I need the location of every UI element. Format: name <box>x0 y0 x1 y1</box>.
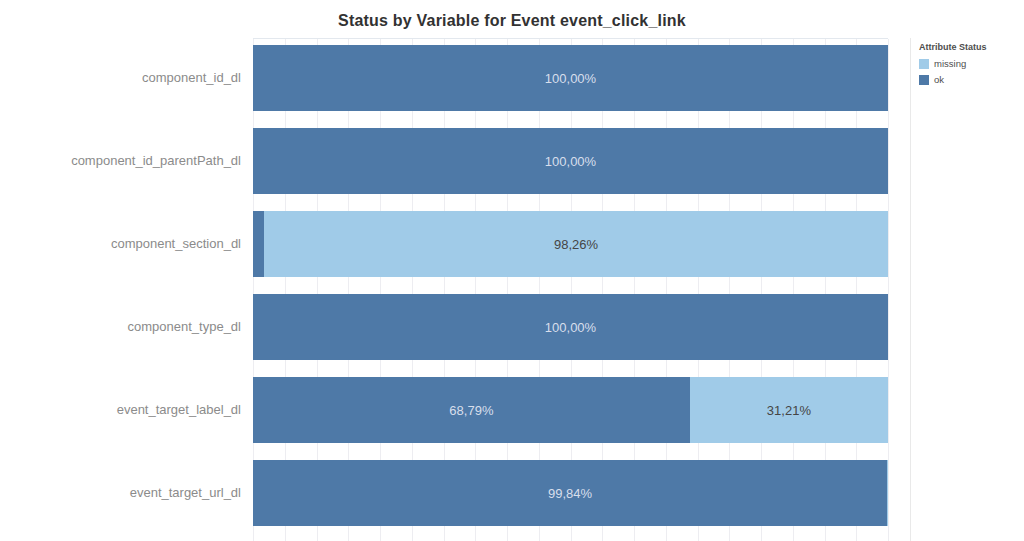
segment-value-label: 68,79% <box>449 403 493 418</box>
bar-segment-ok[interactable]: 100,00% <box>253 128 888 194</box>
category-label: component_id_parentPath_dl <box>0 128 241 194</box>
legend-swatch-missing-icon <box>919 59 929 69</box>
bar-row: component_section_dl 98,26% <box>0 211 910 277</box>
legend-item-missing[interactable]: missing <box>919 58 1023 69</box>
stacked-bar: 100,00% <box>253 294 888 360</box>
stacked-bar: 100,00% <box>253 128 888 194</box>
bar-row: event_target_label_dl 68,79% 31,21% <box>0 377 910 443</box>
legend-item-label: ok <box>934 74 944 85</box>
legend-swatch-ok-icon <box>919 75 929 85</box>
legend-title: Attribute Status <box>919 42 1023 52</box>
stacked-bar: 98,26% <box>253 211 888 277</box>
bar-row: component_type_dl 100,00% <box>0 294 910 360</box>
bar-row: event_target_url_dl 99,84% <box>0 460 910 526</box>
stacked-bar: 68,79% 31,21% <box>253 377 888 443</box>
bar-segment-ok[interactable]: 99,84% <box>253 460 887 526</box>
segment-value-label: 100,00% <box>545 320 596 335</box>
category-label: event_target_url_dl <box>0 460 241 526</box>
stacked-bar: 99,84% <box>253 460 888 526</box>
bar-segment-missing[interactable]: 31,21% <box>690 377 888 443</box>
bar-segment-ok[interactable] <box>253 211 264 277</box>
chart-title: Status by Variable for Event event_click… <box>10 12 1014 30</box>
category-label: component_section_dl <box>0 211 241 277</box>
bar-segment-ok[interactable]: 100,00% <box>253 294 888 360</box>
category-label: event_target_label_dl <box>0 377 241 443</box>
segment-value-label: 100,00% <box>545 154 596 169</box>
stacked-bar: 100,00% <box>253 45 888 111</box>
bar-row: component_id_parentPath_dl 100,00% <box>0 128 910 194</box>
bar-segment-missing[interactable] <box>887 460 888 526</box>
category-label: component_type_dl <box>0 294 241 360</box>
bar-segment-ok[interactable]: 100,00% <box>253 45 888 111</box>
bar-segment-ok[interactable]: 68,79% <box>253 377 690 443</box>
segment-value-label: 31,21% <box>767 403 811 418</box>
legend: Attribute Status missing ok <box>910 38 1023 541</box>
legend-item-label: missing <box>934 58 966 69</box>
segment-value-label: 98,26% <box>554 237 598 252</box>
category-label: component_id_dl <box>0 45 241 111</box>
bar-row: component_id_dl 100,00% <box>0 45 910 111</box>
segment-value-label: 100,00% <box>545 71 596 86</box>
legend-item-ok[interactable]: ok <box>919 74 1023 85</box>
chart-root: Status by Variable for Event event_click… <box>0 0 1024 541</box>
plot-area: component_id_dl 100,00% component_id_par… <box>253 38 888 541</box>
bar-segment-missing[interactable]: 98,26% <box>264 211 888 277</box>
segment-value-label: 99,84% <box>548 486 592 501</box>
